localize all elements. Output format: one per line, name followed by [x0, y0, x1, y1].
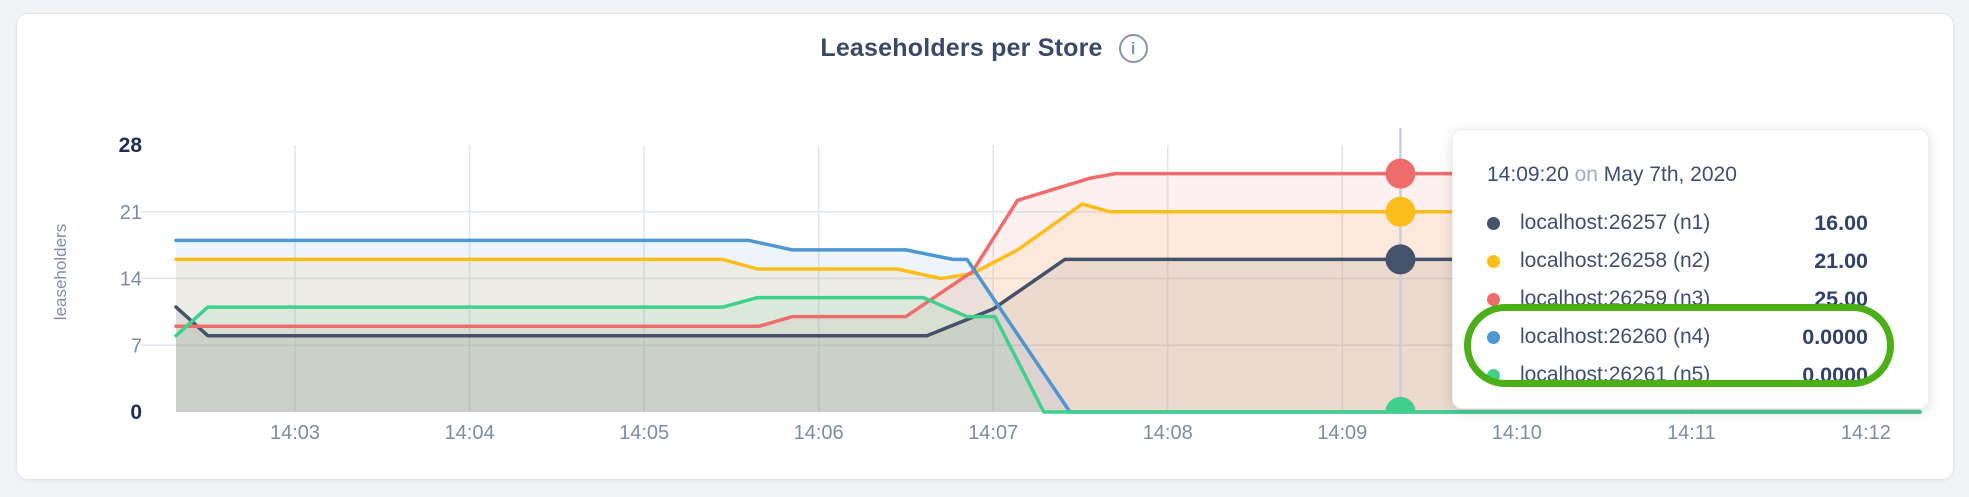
tooltip-value-n3: 25.00: [1814, 286, 1868, 311]
series-dot-n4-icon: [1487, 330, 1500, 344]
x-tick-label: 14:10: [1492, 422, 1542, 444]
series-area-n4: [176, 240, 1920, 412]
series-dot-n2-icon: [1487, 254, 1500, 268]
x-tick-label: 14:06: [794, 422, 844, 444]
tooltip-value-n4: 0.0000: [1802, 324, 1868, 349]
tooltip-on-word: on: [1574, 163, 1598, 186]
x-tick-label: 14:09: [1317, 422, 1367, 444]
crosshair-dot-n2: [1385, 196, 1416, 227]
series-dot-n5-icon: [1487, 368, 1500, 382]
y-tick-label: 7: [131, 335, 142, 357]
tooltip-label-n4: localhost:26260 (n4): [1520, 325, 1711, 348]
x-tick-label: 14:12: [1841, 422, 1891, 444]
series-line-n1: [174, 257, 1922, 338]
tooltip-value-n1: 16.00: [1814, 210, 1868, 235]
tooltip-timestamp: 14:09:20 on May 7th, 2020: [1487, 160, 1868, 190]
tooltip-row-n2: localhost:26258 (n2) 21.00: [1487, 242, 1868, 280]
tooltip-row-n3: localhost:26259 (n3) 25.00: [1487, 280, 1868, 318]
y-tick-label: 21: [120, 202, 142, 224]
chart-header: Leaseholders per Store i: [16, 34, 1952, 63]
x-tick-label: 14:07: [968, 422, 1018, 444]
crosshair-dot-n5: [1385, 397, 1416, 412]
tooltip-label-n3: localhost:26259 (n3): [1520, 287, 1711, 310]
series-line-n5: [174, 295, 1922, 414]
tooltip-row-n5: localhost:26261 (n5) 0.0000: [1487, 356, 1868, 394]
series-line-n3: [174, 171, 1922, 328]
tooltip-label-n5: localhost:26261 (n5): [1520, 363, 1711, 386]
tooltip-row-n1: localhost:26257 (n1) 16.00: [1487, 204, 1868, 242]
y-tick-label: 0: [130, 401, 142, 424]
y-tick-label: 14: [120, 269, 142, 291]
x-tick-label: 14:05: [619, 422, 669, 444]
tooltip-time: 14:09:20: [1487, 163, 1569, 186]
tooltip-value-n2: 21.00: [1814, 248, 1868, 273]
tooltip-date: May 7th, 2020: [1603, 163, 1737, 186]
tooltip-value-n5: 0.0000: [1802, 362, 1868, 387]
y-tick-label: 28: [119, 134, 143, 157]
info-icon[interactable]: i: [1118, 34, 1148, 63]
tooltip-row-n4: localhost:26260 (n4) 0.0000: [1487, 318, 1868, 356]
crosshair-dot-n3: [1385, 158, 1416, 189]
series-line-n4: [174, 238, 1922, 414]
y-axis-title: leaseholders: [51, 223, 70, 321]
series-line-n2: [174, 202, 1922, 281]
tooltip-label-n2: localhost:26258 (n2): [1520, 249, 1711, 272]
x-tick-label: 14:03: [270, 422, 320, 444]
crosshair-dot-n1: [1385, 244, 1416, 275]
series-dot-n3-icon: [1487, 292, 1500, 306]
tooltip-label-n1: localhost:26257 (n1): [1520, 211, 1711, 234]
x-tick-label: 14:11: [1667, 422, 1716, 444]
x-tick-label: 14:04: [445, 422, 495, 444]
series-dot-n1-icon: [1487, 216, 1500, 230]
chart-tooltip: 14:09:20 on May 7th, 2020 localhost:2625…: [1452, 129, 1929, 409]
chart-title: Leaseholders per Store: [820, 34, 1103, 62]
x-tick-label: 14:08: [1143, 422, 1193, 444]
